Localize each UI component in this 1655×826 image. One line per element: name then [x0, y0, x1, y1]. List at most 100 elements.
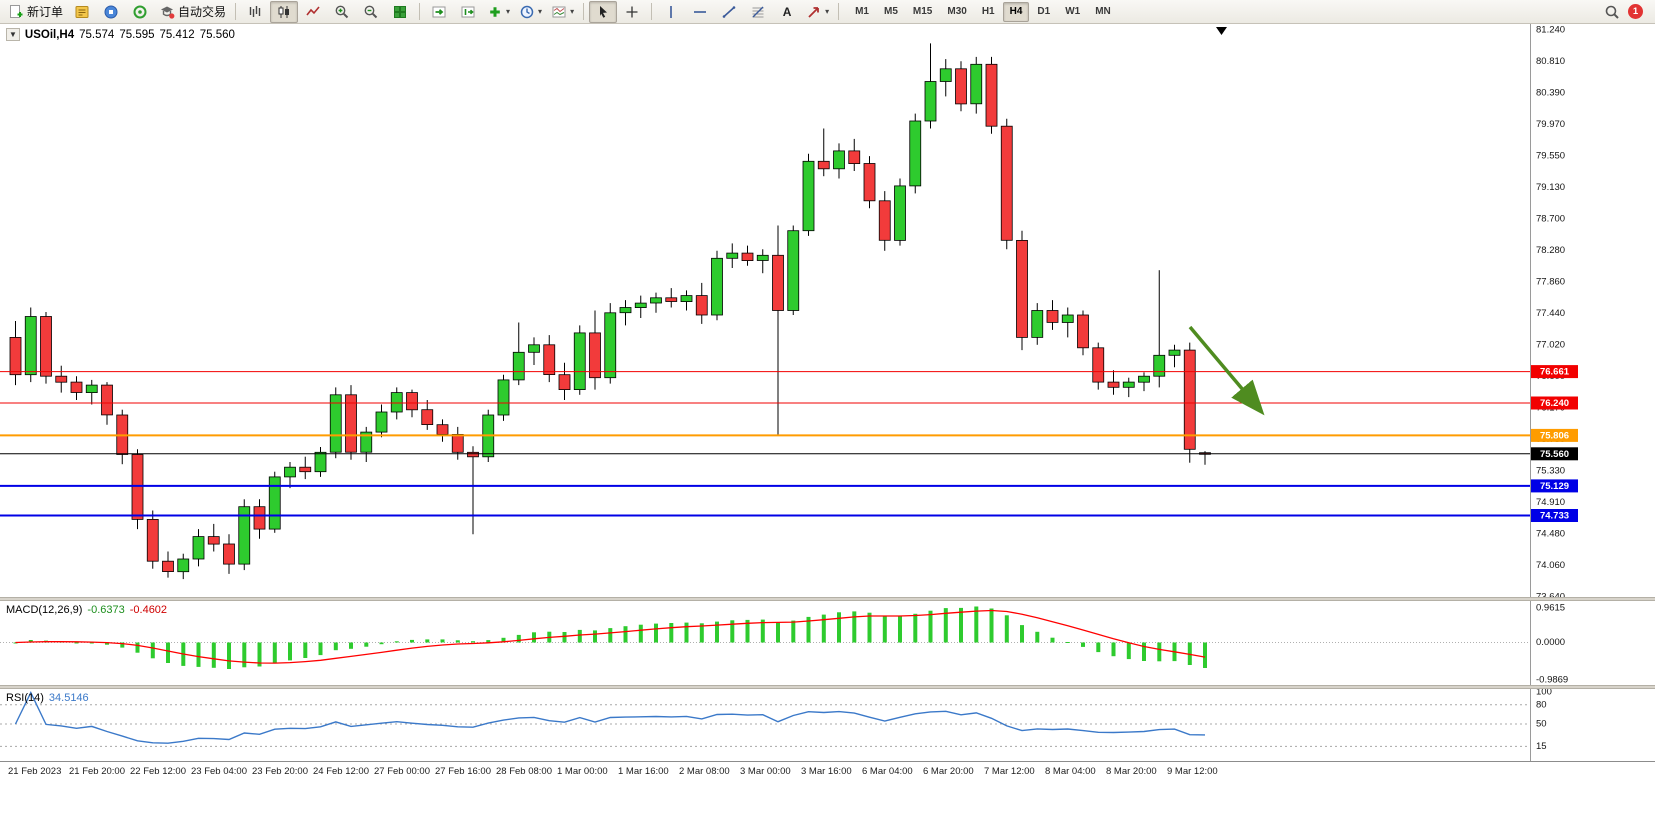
new-order-button[interactable]: 新订单 — [4, 1, 67, 23]
templates-button[interactable]: ▾ — [547, 1, 578, 23]
horizontal-line-tool-button[interactable] — [686, 1, 714, 23]
time-label: 2 Mar 08:00 — [679, 766, 730, 777]
crosshair-button[interactable] — [618, 1, 646, 23]
tile-windows-icon — [394, 5, 407, 18]
new-order-label: 新订单 — [27, 5, 64, 19]
tile-windows-button[interactable] — [386, 1, 414, 23]
svg-text:81.240: 81.240 — [1536, 25, 1565, 36]
svg-text:78.700: 78.700 — [1536, 214, 1565, 225]
price-tag — [1531, 509, 1578, 522]
time-label: 8 Mar 04:00 — [1045, 766, 1096, 777]
svg-text:80.810: 80.810 — [1536, 56, 1565, 67]
timeframe-button-w1[interactable]: W1 — [1065, 6, 1081, 17]
timeframe-button-d1[interactable]: D1 — [1037, 6, 1051, 17]
time-label: 9 Mar 12:00 — [1167, 766, 1218, 777]
zoom-in-button[interactable] — [328, 1, 356, 23]
autotrading-icon — [161, 6, 175, 19]
time-label: 1 Mar 16:00 — [618, 766, 669, 777]
bar-chart-button[interactable] — [241, 1, 269, 23]
toolbar: 新订单 自动交易 — [0, 0, 1655, 24]
time-label: 21 Feb 20:00 — [69, 766, 125, 777]
svg-text:50: 50 — [1536, 719, 1547, 730]
data-window-button[interactable] — [97, 1, 125, 23]
text-tool-label: A — [782, 4, 792, 19]
macd-panel[interactable]: 0.9615 0.0000 -0.9869 MACD(12,26,9) -0.637… — [0, 601, 1655, 685]
svg-text:76.661: 76.661 — [1540, 367, 1570, 378]
toolbar-separator — [419, 3, 421, 20]
time-label: 3 Mar 16:00 — [801, 766, 852, 777]
timeframe-button-h4[interactable]: H4 — [1002, 1, 1030, 22]
fibonacci-tool-button[interactable] — [744, 1, 772, 23]
timeframe-button-m5[interactable]: M5 — [884, 6, 898, 17]
time-label: 7 Mar 12:00 — [984, 766, 1035, 777]
trendline-tool-button[interactable] — [715, 1, 743, 23]
svg-text:77.440: 77.440 — [1536, 308, 1565, 319]
rsi-panel[interactable]: 100 80 50 15 RSI(14) 34.5146 — [0, 689, 1655, 761]
macd-chart[interactable]: 0.9615 0.0000 -0.9869 — [0, 601, 1655, 685]
vertical-line-tool-button[interactable] — [657, 1, 685, 23]
timeframe-button-m1[interactable]: M1 — [855, 6, 869, 17]
navigator-icon — [133, 5, 147, 18]
chevron-down-icon: ▾ — [570, 6, 575, 16]
autotrading-label: 自动交易 — [178, 5, 227, 19]
time-label: 23 Feb 20:00 — [252, 766, 308, 777]
arrows-tool-button[interactable]: ▾ — [802, 1, 833, 23]
annotation-arrow — [1188, 325, 1265, 416]
search-icon[interactable] — [1604, 4, 1620, 20]
panel-splitter[interactable] — [0, 685, 1655, 689]
notification-badge[interactable]: 1 — [1628, 4, 1643, 19]
svg-text:79.130: 79.130 — [1536, 182, 1565, 193]
auto-scroll-button[interactable] — [425, 1, 453, 23]
chevron-down-icon: ▾ — [825, 6, 830, 16]
chart-shift-button[interactable] — [454, 1, 482, 23]
text-tool-button[interactable]: A — [773, 1, 801, 23]
svg-text:75.806: 75.806 — [1540, 430, 1569, 441]
one-click-trading-toggle[interactable]: ▼ — [6, 28, 20, 41]
candlestick-chart-icon — [278, 5, 290, 18]
time-axis[interactable]: 21 Feb 2023 21 Feb 20:00 22 Feb 12:00 23 Fe… — [0, 761, 1655, 782]
chart-shift-marker — [1216, 27, 1227, 35]
candlestick-chart-button[interactable] — [270, 0, 299, 23]
main-chart-panel[interactable]: 81.240 80.810 80.390 79.970 79.550 79.130 78.7… — [0, 24, 1655, 597]
price-tag — [1531, 365, 1578, 379]
svg-text:73.640: 73.640 — [1536, 592, 1565, 597]
timeframe-button-m30[interactable]: M30 — [947, 6, 967, 17]
timeframe-buttons: M1 M5 M15 M30 H1 H4 D1 W1 MN — [848, 1, 1118, 22]
svg-text:-0.9869: -0.9869 — [1536, 675, 1568, 685]
timeframe-button-h1[interactable]: H1 — [981, 6, 995, 17]
autotrading-button[interactable]: 自动交易 — [155, 1, 230, 23]
cursor-button[interactable] — [589, 0, 618, 23]
price-tag — [1531, 479, 1578, 493]
high-value: 75.595 — [119, 28, 155, 41]
toolbar-separator — [583, 3, 585, 20]
toolbar-separator — [235, 3, 237, 20]
time-label: 24 Feb 12:00 — [313, 766, 369, 777]
timeframe-button-mn[interactable]: MN — [1095, 6, 1111, 17]
cursor-icon — [600, 5, 608, 18]
svg-text:15: 15 — [1536, 741, 1547, 752]
svg-text:79.970: 79.970 — [1536, 119, 1565, 130]
line-chart-button[interactable] — [299, 1, 327, 23]
price-tag — [1531, 396, 1578, 410]
macd-main-value: -0.6373 — [87, 604, 125, 616]
chevron-down-icon: ▾ — [506, 6, 511, 16]
timeframe-button-m15[interactable]: M15 — [912, 6, 933, 17]
close-value: 75.560 — [199, 28, 235, 41]
svg-text:75.560: 75.560 — [1540, 449, 1569, 460]
candlestick-chart[interactable]: 81.240 80.810 80.390 79.970 79.550 79.130 78.7… — [0, 24, 1655, 597]
time-label: 27 Feb 16:00 — [435, 766, 491, 777]
panel-splitter[interactable] — [0, 597, 1655, 601]
time-label: 23 Feb 04:00 — [191, 766, 247, 777]
periods-button[interactable]: ▾ — [515, 1, 546, 23]
time-label: 1 Mar 00:00 — [557, 766, 608, 777]
navigator-button[interactable] — [126, 1, 154, 23]
crosshair-icon — [626, 6, 638, 17]
chart-shift-icon — [461, 6, 475, 17]
svg-text:80.390: 80.390 — [1536, 88, 1565, 99]
metaeditor-button[interactable] — [68, 1, 96, 23]
svg-text:80: 80 — [1536, 699, 1547, 710]
symbol-ohlc-label: ▼ USOil,H4 75.574 75.595 75.412 75.560 — [6, 28, 235, 41]
zoom-out-button[interactable] — [357, 1, 385, 23]
indicators-button[interactable]: ▾ — [483, 1, 514, 23]
